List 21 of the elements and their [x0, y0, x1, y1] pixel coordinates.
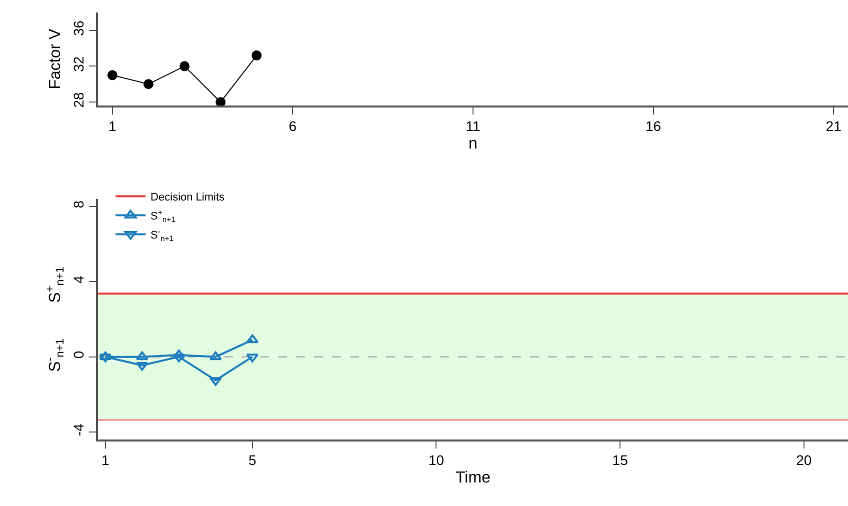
x-tick-label: 20: [796, 452, 812, 468]
legend-label: Decision Limits: [150, 192, 226, 204]
y-tick-label: 4: [70, 275, 87, 284]
x-tick-label: 1: [108, 118, 117, 134]
y-tick-label: -4: [70, 423, 87, 436]
x-tick-label: 16: [646, 118, 662, 134]
y-tick-label: 0: [70, 350, 87, 359]
x-tick-label: 11: [466, 118, 480, 134]
y-tick-label: 8: [70, 200, 87, 208]
y-tick-label: 36: [70, 20, 87, 36]
x-tick-label: 15: [612, 452, 628, 468]
x-axis-title: Time: [456, 469, 491, 486]
x-tick-label: 5: [248, 452, 256, 468]
x-tick-label: 1: [101, 452, 110, 468]
x-tick-label: 6: [288, 118, 297, 134]
x-tick-label: 10: [428, 452, 444, 468]
y-tick-label: 28: [70, 92, 87, 108]
x-tick-label: 21: [826, 118, 842, 134]
y-tick-label: 32: [70, 56, 87, 72]
x-axis-title: n: [468, 135, 478, 152]
y-axis-title: Factor V: [47, 28, 64, 90]
